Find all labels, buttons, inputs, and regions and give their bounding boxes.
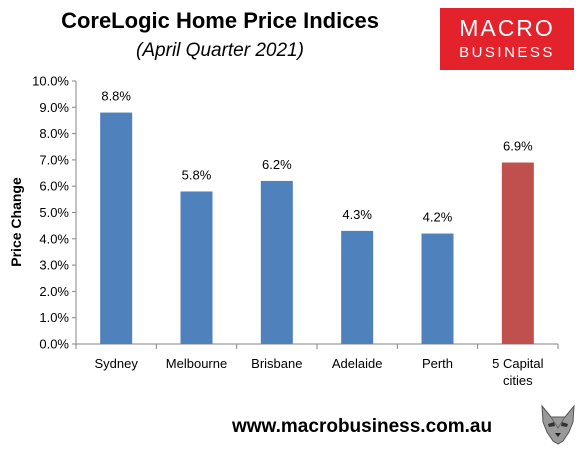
y-tick-label: 4.0%: [39, 231, 69, 246]
y-tick-label: 9.0%: [39, 100, 69, 115]
x-tick-label: Melbourne: [166, 356, 227, 371]
macrobusiness-logo: MACRO BUSINESS: [440, 8, 574, 70]
logo-line-2: BUSINESS: [459, 44, 555, 61]
bar: [260, 180, 293, 344]
bar: [341, 230, 374, 344]
data-label: 5.8%: [182, 167, 212, 182]
x-tick-label: Perth: [422, 356, 453, 371]
bar: [100, 112, 133, 344]
y-tick-label: 0.0%: [39, 337, 69, 352]
bar: [501, 162, 534, 344]
y-tick-label: 1.0%: [39, 310, 69, 325]
x-tick-label: 5 Capital: [492, 356, 543, 371]
y-tick-label: 5.0%: [39, 205, 69, 220]
wolf-icon: [536, 402, 580, 446]
data-label: 4.3%: [342, 207, 372, 222]
y-tick-label: 2.0%: [39, 284, 69, 299]
y-tick-label: 7.0%: [39, 152, 69, 167]
chart-title: CoreLogic Home Price Indices: [61, 8, 379, 33]
x-tick-label: Adelaide: [332, 356, 383, 371]
x-tick-label: cities: [503, 373, 533, 388]
y-tick-label: 6.0%: [39, 179, 69, 194]
x-tick-label: Brisbane: [251, 356, 302, 371]
bar: [421, 233, 454, 344]
logo-line-1: MACRO: [459, 15, 555, 41]
y-tick-label: 10.0%: [32, 74, 69, 89]
y-tick-label: 8.0%: [39, 126, 69, 141]
x-tick-label: Sydney: [94, 356, 138, 371]
website-url: www.macrobusiness.com.au: [232, 416, 493, 437]
chart-subtitle: (April Quarter 2021): [136, 40, 304, 61]
y-tick-label: 3.0%: [39, 258, 69, 273]
bar: [180, 191, 213, 344]
data-label: 4.2%: [423, 210, 453, 225]
data-label: 6.2%: [262, 157, 292, 172]
data-label: 6.9%: [503, 139, 533, 154]
data-label: 8.8%: [101, 89, 131, 104]
